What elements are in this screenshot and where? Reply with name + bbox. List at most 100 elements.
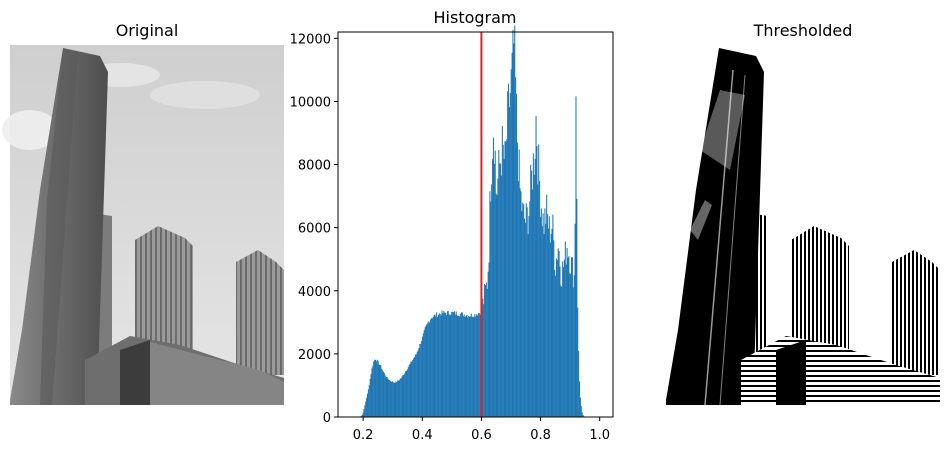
- histogram-bar: [474, 313, 476, 417]
- histogram-bar: [529, 201, 531, 417]
- histogram-bar: [374, 359, 376, 417]
- histogram-bar: [547, 214, 549, 417]
- histogram-bar: [554, 270, 556, 417]
- histogram-bar: [517, 181, 519, 417]
- histogram-bar: [553, 240, 555, 417]
- histogram-bar: [539, 216, 541, 417]
- x-tick-label: 0.6: [471, 428, 492, 443]
- histogram-bar: [438, 313, 440, 417]
- histogram-bar: [395, 381, 397, 417]
- histogram-bar: [420, 343, 422, 417]
- histogram-bar: [486, 288, 488, 417]
- histogram-bar: [441, 310, 443, 417]
- histogram-bar: [568, 256, 570, 417]
- histogram-bar: [412, 359, 414, 417]
- histogram-bar: [516, 93, 518, 417]
- histogram-bars: [357, 25, 586, 418]
- histogram-bar: [393, 382, 395, 417]
- histogram-bar: [582, 414, 584, 417]
- histogram-bar: [457, 315, 459, 417]
- histogram-bar: [527, 234, 529, 417]
- histogram-bar: [382, 370, 384, 417]
- histogram-bar: [456, 315, 458, 417]
- histogram-bar: [440, 315, 442, 417]
- histogram-bar: [513, 43, 515, 417]
- histogram-bar: [548, 216, 550, 417]
- histogram-bar: [398, 380, 400, 417]
- histogram-bar: [531, 189, 534, 417]
- histogram-bar: [364, 405, 366, 417]
- histogram-bar: [446, 311, 448, 417]
- histogram-bar: [417, 350, 419, 417]
- x-tick-label: 0.8: [530, 428, 551, 443]
- histogram-bar: [431, 318, 433, 417]
- histogram-bar: [544, 208, 546, 417]
- histogram-bar: [407, 367, 409, 417]
- histogram-bar: [566, 247, 568, 417]
- histogram-bar: [416, 352, 418, 417]
- histogram-bar: [572, 287, 574, 417]
- histogram-bar: [498, 150, 500, 417]
- histogram-bar: [528, 216, 530, 417]
- histogram-bar: [546, 194, 548, 417]
- histogram-title: Histogram: [434, 8, 517, 27]
- histogram-bar: [459, 316, 461, 417]
- histogram-bar: [537, 184, 539, 417]
- histogram-bar: [532, 153, 534, 417]
- histogram-bar: [560, 285, 562, 417]
- histogram-bar: [468, 315, 470, 417]
- histogram-bar: [580, 405, 582, 417]
- histogram-bar: [472, 316, 474, 417]
- histogram-bar: [375, 361, 377, 417]
- histogram-bar: [414, 354, 416, 417]
- histogram-bar: [387, 378, 389, 417]
- histogram-bar: [461, 312, 463, 417]
- histogram-bar: [500, 163, 502, 417]
- histogram-bar: [378, 364, 380, 417]
- histogram-bar: [418, 348, 420, 417]
- original-panel: Original: [2, 21, 284, 405]
- histogram-bar: [518, 149, 520, 418]
- histogram-bar: [396, 382, 398, 417]
- histogram-bar: [495, 193, 497, 417]
- histogram-bar: [429, 322, 431, 417]
- thresholded-title: Thresholded: [753, 21, 853, 40]
- histogram-bar: [565, 264, 567, 417]
- histogram-bar: [578, 350, 580, 417]
- histogram-bar: [534, 158, 536, 418]
- histogram-bar: [482, 298, 484, 417]
- histogram-bar: [525, 203, 527, 417]
- histogram-bar: [377, 360, 379, 417]
- histogram-bar: [541, 225, 543, 417]
- y-tick-label: 2000: [298, 348, 331, 363]
- histogram-bar: [411, 361, 413, 417]
- histogram-bar: [512, 29, 514, 418]
- histogram-bar: [402, 375, 404, 417]
- histogram-bar: [477, 313, 479, 417]
- histogram-bar: [504, 141, 506, 418]
- histogram-bar: [463, 314, 465, 417]
- histogram-bar: [445, 314, 447, 417]
- x-tick-label: 0.2: [353, 428, 374, 443]
- histogram-bar: [506, 139, 508, 417]
- histogram-bar: [507, 91, 509, 418]
- histogram-bar: [370, 374, 372, 417]
- histogram-bar: [400, 378, 402, 417]
- histogram-bar: [503, 159, 505, 417]
- histogram-bar: [362, 412, 364, 417]
- histogram-bar: [570, 273, 572, 417]
- histogram-bar: [421, 340, 423, 417]
- histogram-bar: [492, 159, 494, 417]
- histogram-bar: [571, 257, 573, 417]
- histogram-bar: [447, 310, 449, 417]
- histogram-bar: [522, 202, 524, 417]
- histogram-bar: [444, 312, 446, 417]
- histogram-bar: [391, 381, 393, 417]
- histogram-bar: [563, 259, 565, 417]
- histogram-bar: [543, 234, 545, 417]
- histogram-bar: [413, 357, 416, 417]
- histogram-bar: [573, 275, 575, 417]
- histogram-bar: [373, 361, 375, 417]
- histogram-bar: [427, 322, 429, 417]
- histogram-bar: [574, 223, 576, 417]
